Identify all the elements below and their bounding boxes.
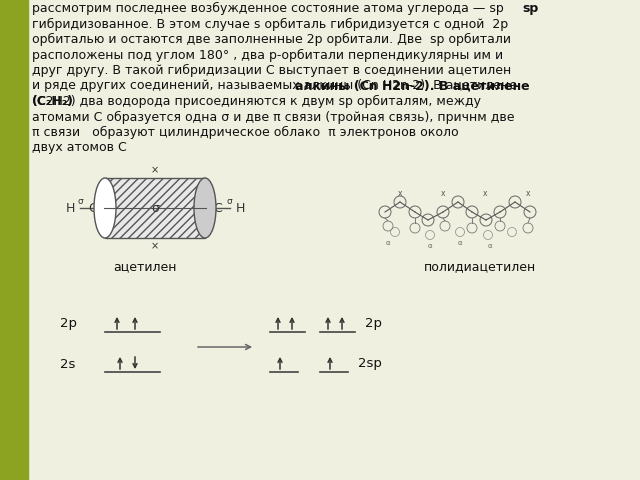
- Text: ацетилен: ацетилен: [113, 260, 177, 273]
- Text: sp: sp: [522, 2, 538, 15]
- Text: 2p: 2p: [365, 317, 382, 331]
- Text: x: x: [525, 189, 531, 197]
- Text: C: C: [213, 202, 221, 215]
- Text: расположены под углом 180° , два р-орбитали перпендикулярны им и: расположены под углом 180° , два р-орбит…: [32, 48, 503, 61]
- Text: H: H: [65, 202, 75, 215]
- Text: α: α: [488, 243, 492, 249]
- Text: σ: σ: [77, 196, 83, 205]
- Ellipse shape: [94, 178, 116, 238]
- Text: σ: σ: [151, 202, 159, 215]
- Text: атомами С образуется одна σ и две π связи (тройная связь), причнм две: атомами С образуется одна σ и две π связ…: [32, 110, 515, 123]
- Text: 2s: 2s: [60, 358, 76, 371]
- Text: α: α: [428, 243, 432, 249]
- Text: (С₂H₂): (С₂H₂): [32, 95, 74, 108]
- Bar: [105, 178, 205, 238]
- Text: полидиацетилен: полидиацетилен: [424, 260, 536, 273]
- Text: σ: σ: [226, 196, 232, 205]
- Bar: [0, 0, 28, 480]
- Text: друг другу. В такой гибридизации С выступает в соединении ацетилен: друг другу. В такой гибридизации С высту…: [32, 64, 511, 77]
- Text: x: x: [397, 189, 403, 197]
- Text: x: x: [441, 189, 445, 197]
- Text: 2p: 2p: [60, 317, 77, 331]
- Text: 2sp: 2sp: [358, 358, 382, 371]
- Text: ×: ×: [151, 165, 159, 175]
- Text: алкины (Сn Н2n-2). В ацетилене: алкины (Сn Н2n-2). В ацетилене: [295, 80, 530, 93]
- Text: гибридизованное. В этом случае s орбиталь гибридизуется с одной  2p: гибридизованное. В этом случае s орбитал…: [32, 17, 508, 31]
- Text: рассмотрим последнее возбужденное состояние атома углерода — sp: рассмотрим последнее возбужденное состоя…: [32, 2, 504, 15]
- Text: орбиталью и остаются две заполненные 2p орбитали. Две  sp орбитали: орбиталью и остаются две заполненные 2p …: [32, 33, 511, 46]
- Text: π связи   образуют цилиндрическое облако  π электронов около: π связи образуют цилиндрическое облако π…: [32, 126, 459, 139]
- Text: α: α: [386, 240, 390, 246]
- Ellipse shape: [194, 178, 216, 238]
- Text: x: x: [483, 189, 487, 197]
- Text: H: H: [236, 202, 244, 215]
- Text: α: α: [458, 240, 462, 246]
- Text: и ряде других соединений, называемых алкины (Сn Н2n-2). В ацетилене: и ряде других соединений, называемых алк…: [32, 80, 517, 93]
- Text: (С2Н2) два водорода присоединяются к двум sp орбиталям, между: (С2Н2) два водорода присоединяются к дву…: [32, 95, 481, 108]
- Text: C: C: [88, 202, 97, 215]
- Text: двух атомов С: двух атомов С: [32, 142, 127, 155]
- Text: ×: ×: [151, 241, 159, 251]
